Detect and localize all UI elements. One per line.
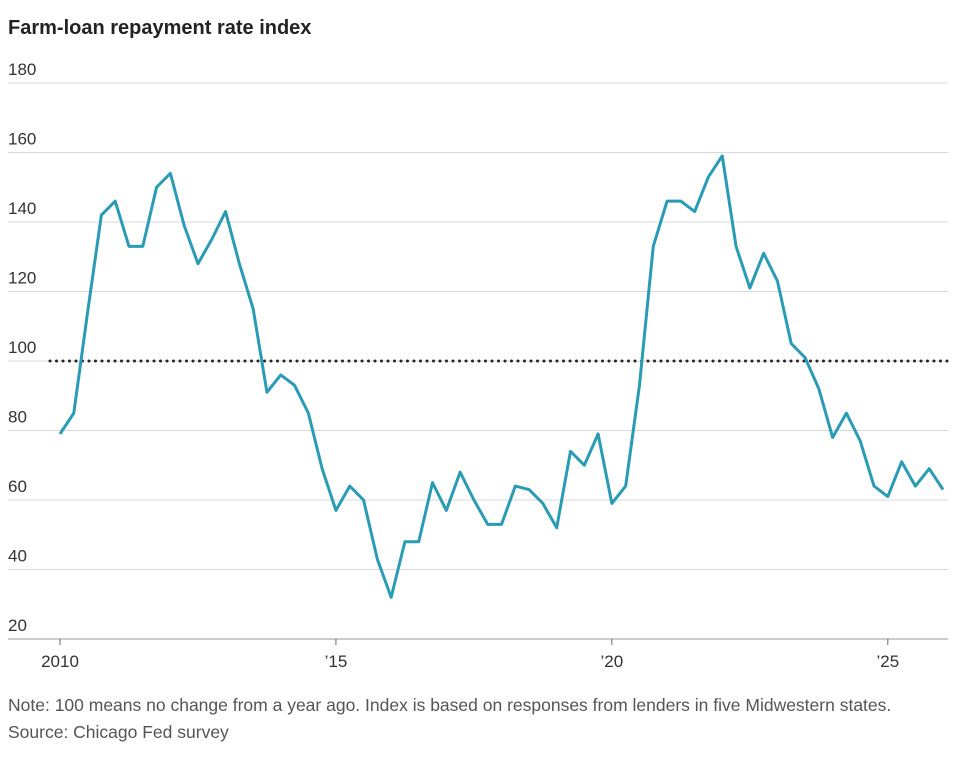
y-tick-label: 100 bbox=[8, 338, 36, 357]
data-line bbox=[58, 154, 945, 599]
source: Source: Chicago Fed survey bbox=[8, 722, 229, 742]
y-tick-label: 20 bbox=[8, 616, 27, 635]
y-tick-label: 160 bbox=[8, 130, 36, 149]
notes: Note: 100 means no change from a year ag… bbox=[8, 692, 918, 746]
y-tick-label: 140 bbox=[8, 199, 36, 218]
y-tick-label: 60 bbox=[8, 477, 27, 496]
x-tick-label: ’25 bbox=[876, 652, 899, 671]
y-tick-label: 40 bbox=[8, 547, 27, 566]
note: Note: 100 means no change from a year ag… bbox=[8, 695, 892, 715]
x-tick-label: ’20 bbox=[601, 652, 624, 671]
x-tick-label: ’15 bbox=[325, 652, 348, 671]
chart-title: Farm-loan repayment rate index bbox=[8, 17, 311, 39]
y-tick-label: 120 bbox=[8, 269, 36, 288]
y-tick-label: 80 bbox=[8, 408, 27, 427]
x-tick-label: 2010 bbox=[41, 652, 79, 671]
chart: Farm-loan repayment rate index 20 40 60 80 1… bbox=[8, 17, 950, 671]
y-tick-label: 180 bbox=[8, 60, 36, 79]
